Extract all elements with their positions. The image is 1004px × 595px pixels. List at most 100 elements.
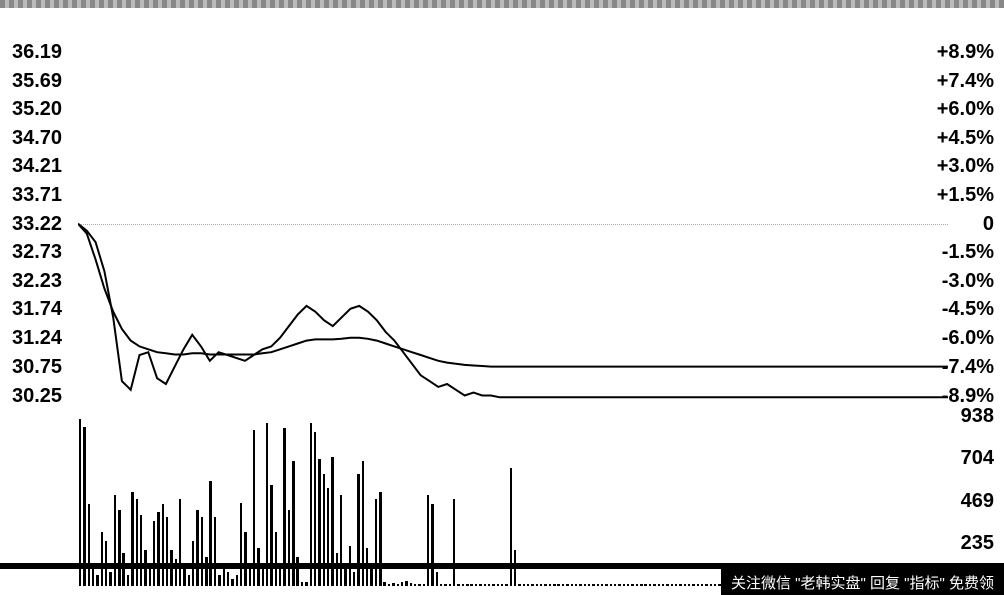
volume-bar	[423, 584, 425, 586]
volume-bar	[675, 584, 677, 586]
volume-bar	[457, 584, 459, 586]
price-tick-left: 30.25	[12, 386, 62, 406]
volume-bar	[427, 495, 429, 586]
volume-bar	[296, 557, 298, 586]
volume-bar	[536, 584, 538, 586]
volume-bar	[383, 582, 385, 586]
volume-bar	[470, 584, 472, 586]
volume-chart-area	[78, 416, 948, 586]
pct-tick-right: -3.0%	[942, 271, 994, 291]
volume-tick-right: 704	[961, 448, 994, 468]
volume-bar	[636, 584, 638, 586]
volume-bar	[310, 423, 312, 586]
volume-bar	[323, 474, 325, 586]
volume-bar	[527, 584, 529, 586]
volume-bar	[266, 423, 268, 586]
volume-bar	[401, 582, 403, 586]
pct-tick-right: +3.0%	[937, 156, 994, 176]
volume-bar	[431, 504, 433, 586]
price-tick-left: 32.23	[12, 271, 62, 291]
pct-tick-right: -8.9%	[942, 386, 994, 406]
volume-bar	[275, 532, 277, 586]
volume-bar	[114, 495, 116, 586]
price-tick-left: 31.24	[12, 328, 62, 348]
volume-bar	[531, 584, 533, 586]
volume-bar	[571, 584, 573, 586]
pct-tick-right: +7.4%	[937, 71, 994, 91]
volume-bar	[631, 584, 633, 586]
volume-bar	[201, 517, 203, 586]
top-border-decoration	[0, 0, 1004, 8]
price-tick-left: 31.74	[12, 299, 62, 319]
price-tick-left: 36.19	[12, 42, 62, 62]
volume-bar	[662, 584, 664, 586]
volume-bar	[697, 584, 699, 586]
volume-bar	[270, 485, 272, 586]
volume-bar	[79, 419, 81, 586]
avg-line	[78, 224, 948, 367]
volume-bar	[618, 584, 620, 586]
price-lines-svg	[78, 34, 948, 410]
volume-bar	[623, 584, 625, 586]
volume-bar	[388, 584, 390, 586]
price-tick-left: 34.21	[12, 156, 62, 176]
volume-bar	[205, 557, 207, 586]
volume-bar	[227, 572, 229, 586]
volume-bar	[305, 582, 307, 586]
pct-tick-right: -6.0%	[942, 328, 994, 348]
volume-bar	[705, 584, 707, 586]
volume-bar	[244, 532, 246, 586]
volume-bar	[601, 584, 603, 586]
price-tick-left: 35.20	[12, 99, 62, 119]
volume-bar	[584, 584, 586, 586]
volume-bar	[588, 584, 590, 586]
volume-bar	[397, 584, 399, 586]
volume-bar	[418, 584, 420, 586]
volume-bar	[88, 504, 90, 586]
volume-bar	[710, 584, 712, 586]
volume-bar	[679, 584, 681, 586]
pct-tick-right: +4.5%	[937, 128, 994, 148]
volume-bar	[597, 584, 599, 586]
volume-bar	[370, 566, 372, 586]
volume-bar	[414, 584, 416, 586]
volume-bar	[136, 499, 138, 586]
volume-bar	[336, 553, 338, 586]
volume-bar	[688, 584, 690, 586]
volume-bar	[671, 584, 673, 586]
volume-bar	[575, 584, 577, 586]
pct-tick-right: +1.5%	[937, 185, 994, 205]
volume-bar	[488, 584, 490, 586]
pct-tick-right: 0	[983, 214, 994, 234]
price-tick-left: 32.73	[12, 242, 62, 262]
volume-bar	[466, 584, 468, 586]
volume-bar	[196, 510, 198, 586]
volume-bar	[218, 575, 220, 586]
volume-bar	[340, 495, 342, 586]
volume-bar	[392, 583, 394, 586]
volume-bar	[127, 575, 129, 586]
volume-bar	[109, 572, 111, 586]
volume-bar	[240, 503, 242, 586]
price-tick-left: 34.70	[12, 128, 62, 148]
volume-bar	[475, 584, 477, 586]
volume-bar	[140, 515, 142, 586]
volume-bar	[627, 584, 629, 586]
volume-bar	[379, 492, 381, 586]
volume-bar	[501, 584, 503, 586]
volume-bar	[614, 584, 616, 586]
pct-tick-right: -4.5%	[942, 299, 994, 319]
volume-bar	[179, 499, 181, 586]
volume-bar	[301, 582, 303, 586]
volume-bar	[96, 575, 98, 586]
volume-bar	[353, 572, 355, 586]
pct-tick-right: +6.0%	[937, 99, 994, 119]
volume-bar	[553, 584, 555, 586]
volume-bar	[562, 584, 564, 586]
volume-bar	[492, 584, 494, 586]
volume-bar	[101, 532, 103, 586]
volume-bar	[449, 584, 451, 586]
volume-bar	[658, 584, 660, 586]
price-line	[78, 224, 948, 398]
price-tick-left: 30.75	[12, 357, 62, 377]
